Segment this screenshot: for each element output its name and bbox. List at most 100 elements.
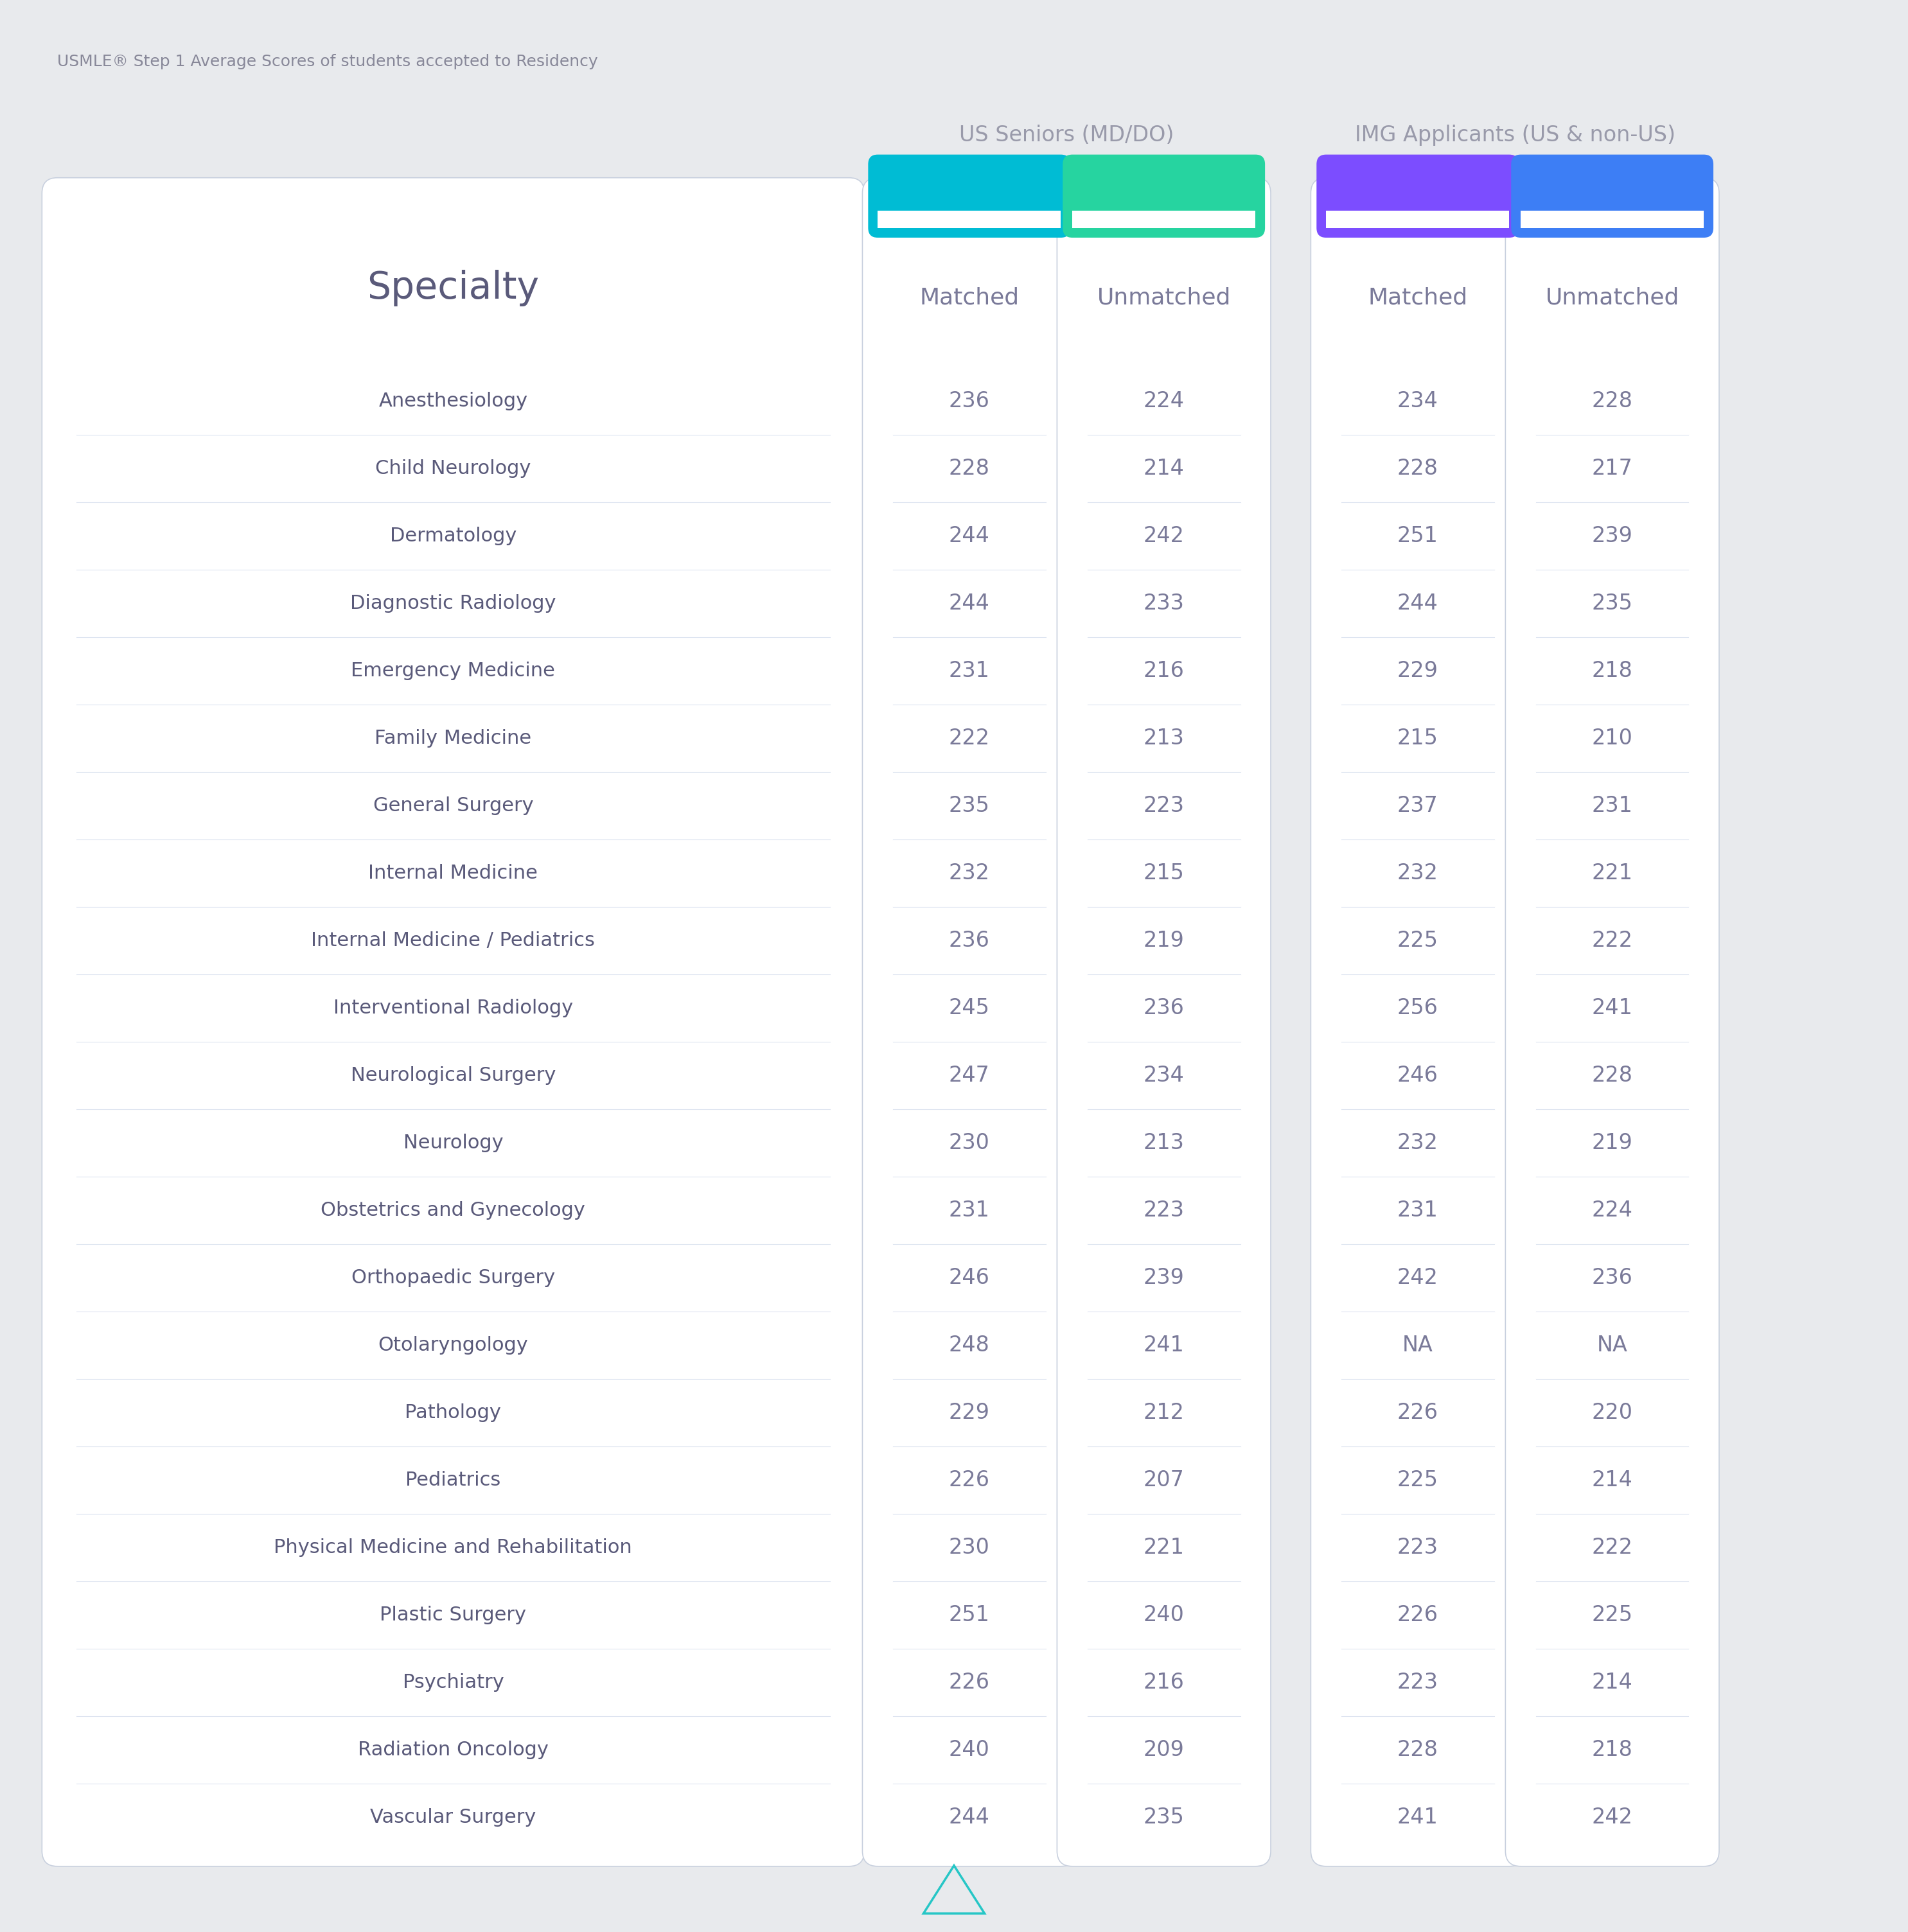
Text: 225: 225 [1397, 1470, 1439, 1490]
FancyBboxPatch shape [868, 155, 1070, 238]
Text: 210: 210 [1591, 728, 1633, 748]
Text: Physical Medicine and Rehabilitation: Physical Medicine and Rehabilitation [275, 1538, 632, 1557]
Text: NA: NA [1402, 1335, 1433, 1356]
Text: Internal Medicine: Internal Medicine [368, 864, 538, 883]
Text: 228: 228 [1591, 1065, 1633, 1086]
Text: 251: 251 [1397, 526, 1439, 547]
Text: 229: 229 [1397, 661, 1439, 682]
Text: 223: 223 [1397, 1671, 1439, 1692]
Text: 235: 235 [1591, 593, 1633, 614]
Text: 239: 239 [1143, 1267, 1185, 1289]
Text: 239: 239 [1591, 526, 1633, 547]
Text: 221: 221 [1591, 862, 1633, 883]
Text: 228: 228 [1397, 458, 1439, 479]
Text: 247: 247 [948, 1065, 990, 1086]
Text: Unmatched: Unmatched [1545, 286, 1679, 309]
Text: 230: 230 [948, 1536, 990, 1557]
Text: 215: 215 [1397, 728, 1439, 748]
Bar [878, 211, 1061, 228]
Text: Matched: Matched [1368, 286, 1467, 309]
Text: 244: 244 [948, 1806, 990, 1828]
Bar [1072, 211, 1255, 228]
Text: 228: 228 [948, 458, 990, 479]
Text: Diagnostic Radiology: Diagnostic Radiology [351, 593, 555, 612]
Text: Anesthesiology: Anesthesiology [378, 392, 529, 410]
Text: Emergency Medicine: Emergency Medicine [351, 661, 555, 680]
Text: 224: 224 [1591, 1200, 1633, 1221]
Text: 234: 234 [1143, 1065, 1185, 1086]
Text: 214: 214 [1591, 1470, 1633, 1490]
Text: 223: 223 [1143, 794, 1185, 815]
Text: Neurology: Neurology [403, 1134, 504, 1151]
FancyBboxPatch shape [1063, 155, 1265, 238]
Text: 223: 223 [1397, 1536, 1439, 1557]
Text: 241: 241 [1143, 1335, 1185, 1356]
Text: 225: 225 [1591, 1604, 1633, 1625]
Text: Matched: Matched [920, 286, 1019, 309]
Text: 216: 216 [1143, 661, 1185, 682]
Text: 230: 230 [948, 1132, 990, 1153]
Text: 214: 214 [1143, 458, 1185, 479]
Text: 237: 237 [1397, 794, 1439, 815]
FancyBboxPatch shape [1505, 178, 1719, 1866]
Text: 224: 224 [1143, 390, 1185, 412]
Text: 236: 236 [1143, 997, 1185, 1018]
Text: Family Medicine: Family Medicine [374, 728, 532, 748]
Bar [1521, 211, 1704, 228]
Text: 218: 218 [1591, 661, 1633, 682]
Text: 251: 251 [948, 1604, 990, 1625]
Text: 223: 223 [1143, 1200, 1185, 1221]
Text: Orthopaedic Surgery: Orthopaedic Surgery [351, 1267, 555, 1287]
Text: 232: 232 [1397, 862, 1439, 883]
Text: 240: 240 [948, 1739, 990, 1760]
Text: 236: 236 [1591, 1267, 1633, 1289]
Text: Pathology: Pathology [404, 1403, 502, 1422]
Text: Vascular Surgery: Vascular Surgery [370, 1808, 536, 1826]
Text: 215: 215 [1143, 862, 1185, 883]
Text: 226: 226 [1397, 1403, 1439, 1424]
Text: IMG Applicants (US & non-US): IMG Applicants (US & non-US) [1355, 126, 1675, 145]
Text: 241: 241 [1397, 1806, 1439, 1828]
Text: 233: 233 [1143, 593, 1185, 614]
Text: 213: 213 [1143, 1132, 1185, 1153]
Text: 244: 244 [1397, 593, 1439, 614]
Text: USMLE® Step 1 Average Scores of students accepted to Residency: USMLE® Step 1 Average Scores of students… [57, 54, 597, 70]
Text: 240: 240 [1143, 1604, 1185, 1625]
Text: 217: 217 [1591, 458, 1633, 479]
Text: 228: 228 [1591, 390, 1633, 412]
Text: General Surgery: General Surgery [372, 796, 534, 815]
Text: 244: 244 [948, 526, 990, 547]
Text: 248: 248 [948, 1335, 990, 1356]
Text: Child Neurology: Child Neurology [376, 460, 530, 477]
Text: 226: 226 [1397, 1604, 1439, 1625]
Text: 207: 207 [1143, 1470, 1185, 1490]
Text: 242: 242 [1397, 1267, 1439, 1289]
Bar [1326, 211, 1509, 228]
Text: 222: 222 [1591, 1536, 1633, 1557]
Text: 242: 242 [1591, 1806, 1633, 1828]
Text: Plastic Surgery: Plastic Surgery [380, 1605, 527, 1625]
Text: 234: 234 [1397, 390, 1439, 412]
FancyBboxPatch shape [1317, 155, 1519, 238]
FancyBboxPatch shape [1511, 155, 1713, 238]
Text: 222: 222 [1591, 929, 1633, 951]
Text: Obstetrics and Gynecology: Obstetrics and Gynecology [321, 1202, 586, 1219]
Text: 226: 226 [948, 1671, 990, 1692]
Text: Interventional Radiology: Interventional Radiology [334, 999, 572, 1016]
Text: 222: 222 [948, 728, 990, 748]
Text: 216: 216 [1143, 1671, 1185, 1692]
Text: 229: 229 [948, 1403, 990, 1424]
Text: 225: 225 [1397, 929, 1439, 951]
Text: Internal Medicine / Pediatrics: Internal Medicine / Pediatrics [311, 931, 595, 951]
Text: 231: 231 [948, 1200, 990, 1221]
Text: 236: 236 [948, 929, 990, 951]
Text: Pediatrics: Pediatrics [406, 1470, 500, 1490]
Text: 209: 209 [1143, 1739, 1185, 1760]
Text: 231: 231 [948, 661, 990, 682]
Text: 219: 219 [1143, 929, 1185, 951]
Text: 235: 235 [1143, 1806, 1185, 1828]
Text: US Seniors (MD/DO): US Seniors (MD/DO) [960, 126, 1173, 145]
Text: Neurological Surgery: Neurological Surgery [351, 1066, 555, 1084]
Text: 231: 231 [1591, 794, 1633, 815]
Text: 235: 235 [948, 794, 990, 815]
